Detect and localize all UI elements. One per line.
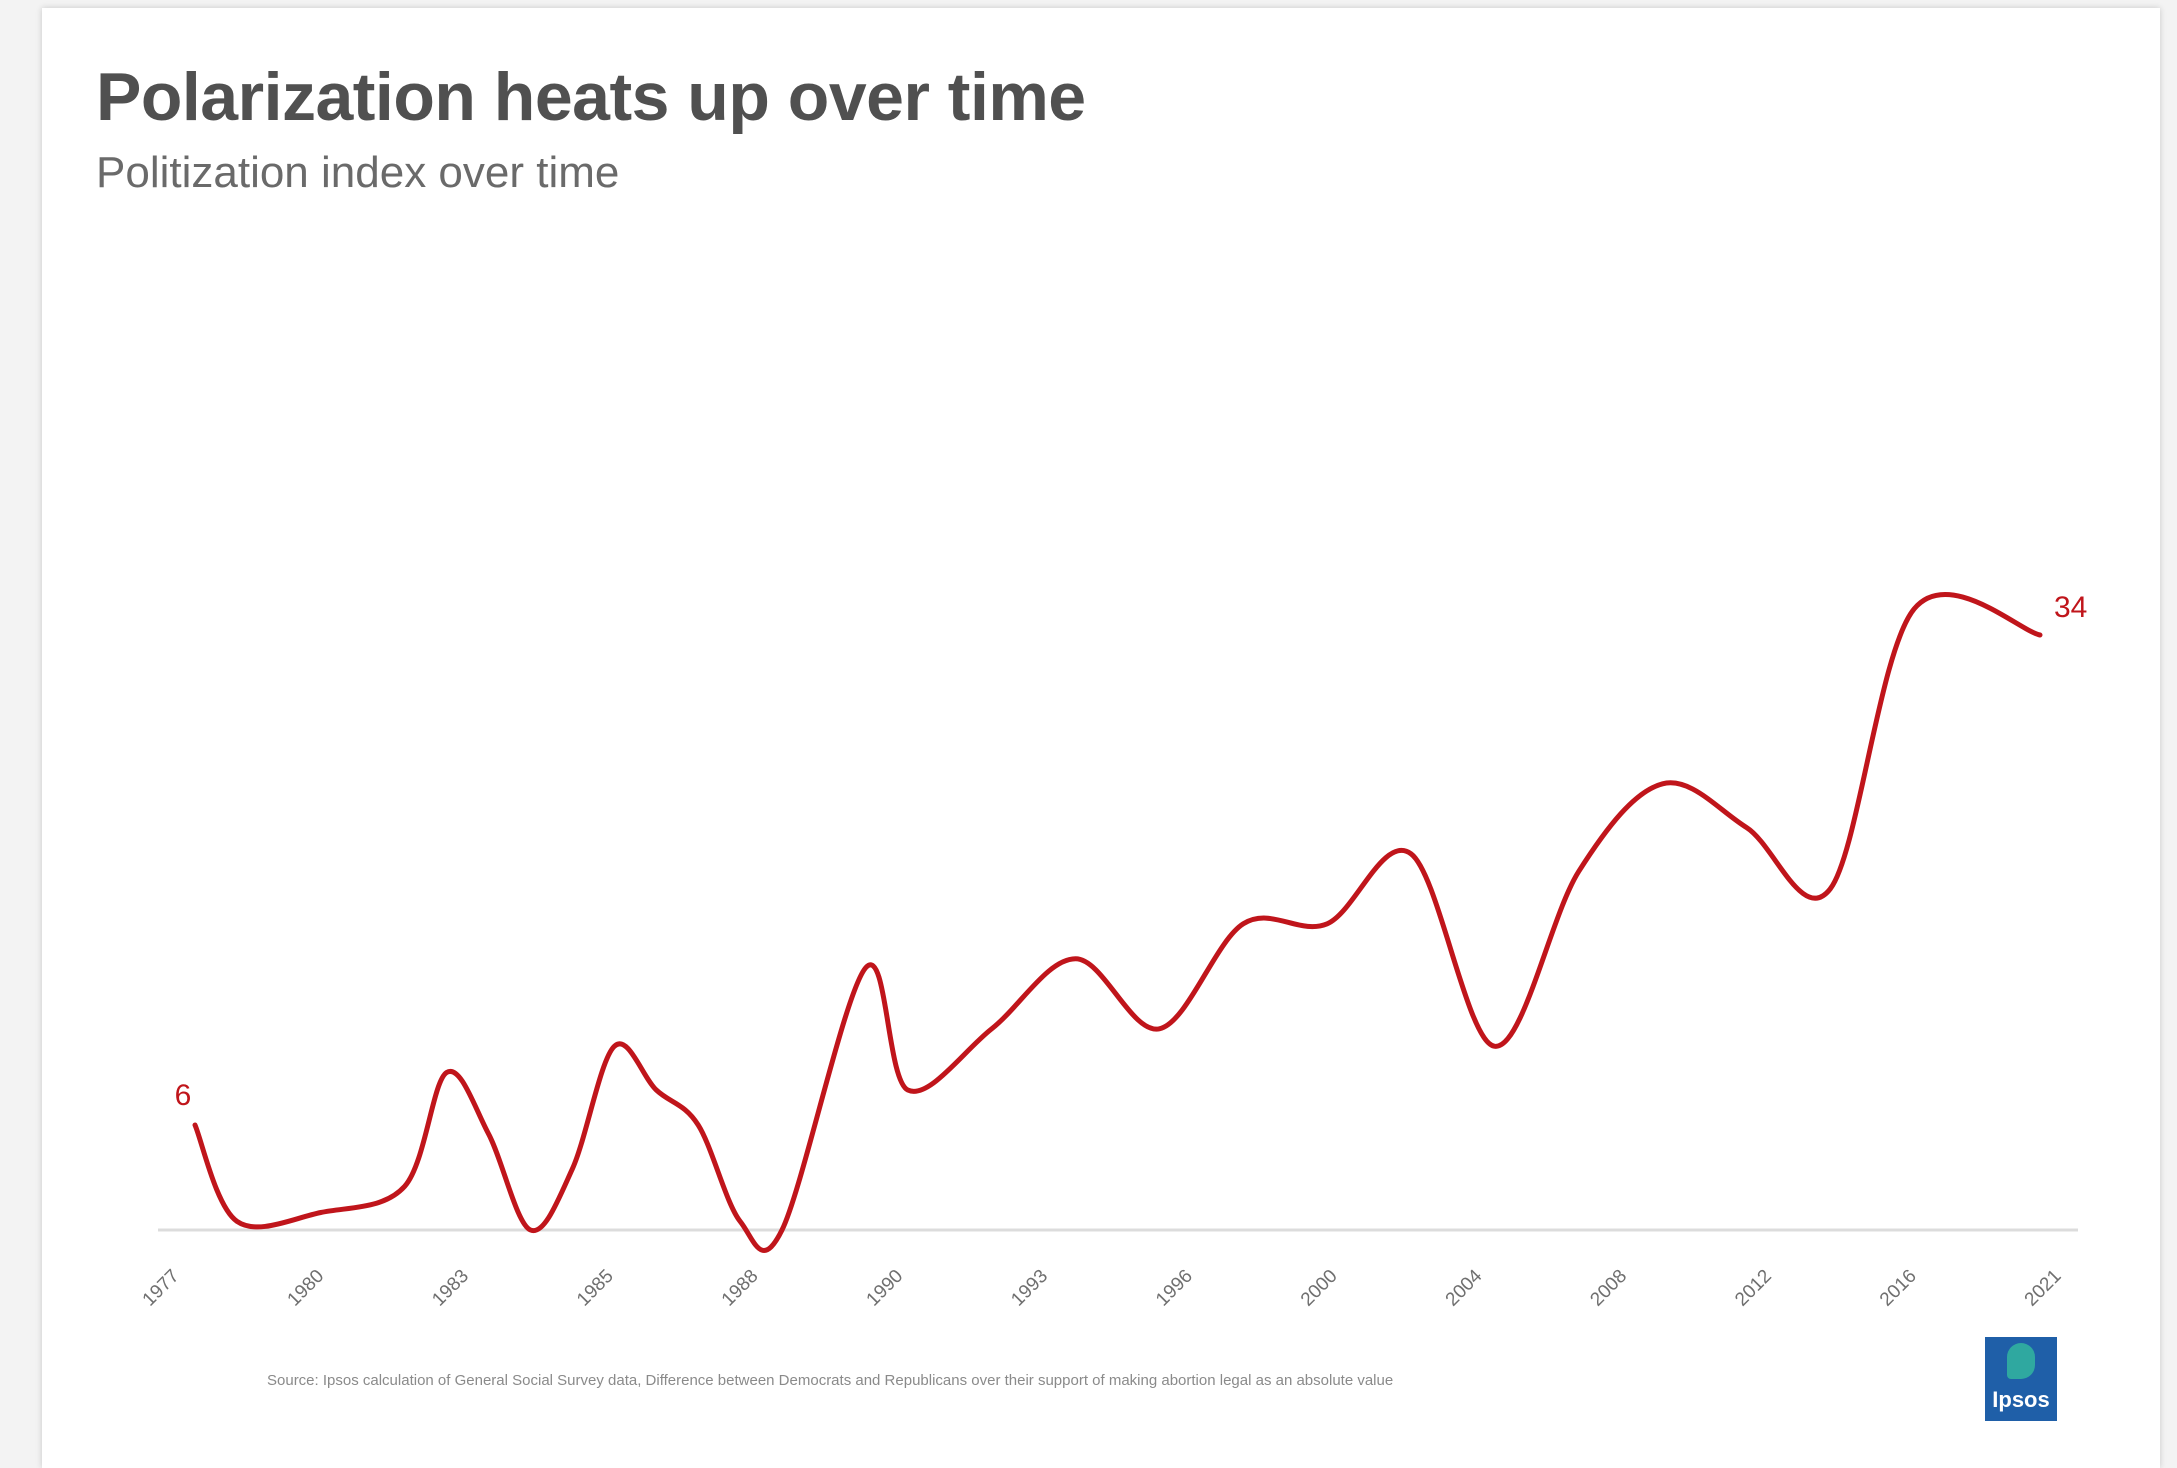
x-tick-label: 2021 xyxy=(2021,1266,2066,1311)
x-tick-label: 1988 xyxy=(718,1266,763,1311)
ipsos-logo: Ipsos xyxy=(1985,1337,2057,1421)
x-tick-label: 2008 xyxy=(1586,1266,1631,1311)
chart-title: Polarization heats up over time xyxy=(96,59,1086,135)
chart-card xyxy=(42,8,2160,1468)
x-tick-label: 2016 xyxy=(1876,1266,1921,1311)
chart-subtitle: Politization index over time xyxy=(96,148,620,197)
x-tick-label: 1996 xyxy=(1152,1266,1197,1311)
x-tick-label: 1993 xyxy=(1007,1266,1052,1311)
logo-text: Ipsos xyxy=(1992,1387,2050,1412)
series-line xyxy=(192,592,2043,1253)
x-tick-label: 1983 xyxy=(428,1266,473,1311)
x-tick-label: 2012 xyxy=(1731,1266,1776,1311)
data-points xyxy=(192,606,2043,1233)
source-note: Source: Ipsos calculation of General Soc… xyxy=(267,1372,1394,1389)
x-tick-label: 1977 xyxy=(139,1266,184,1311)
x-tick-label: 2000 xyxy=(1297,1266,1342,1311)
data-labels: 6 34 xyxy=(175,591,2088,1112)
x-tick-labels: 1977 1980 1983 1985 1988 1990 1993 1996 2000 2004… xyxy=(139,1265,2066,1310)
data-label-first: 6 xyxy=(175,1079,192,1112)
data-label-last: 34 xyxy=(2054,591,2087,624)
x-tick-label: 1985 xyxy=(573,1266,618,1311)
x-tick-label: 2004 xyxy=(1442,1265,1487,1310)
logo-mark-icon xyxy=(2007,1343,2035,1379)
x-tick-label: 1980 xyxy=(284,1266,329,1311)
x-tick-label: 1990 xyxy=(863,1266,908,1311)
